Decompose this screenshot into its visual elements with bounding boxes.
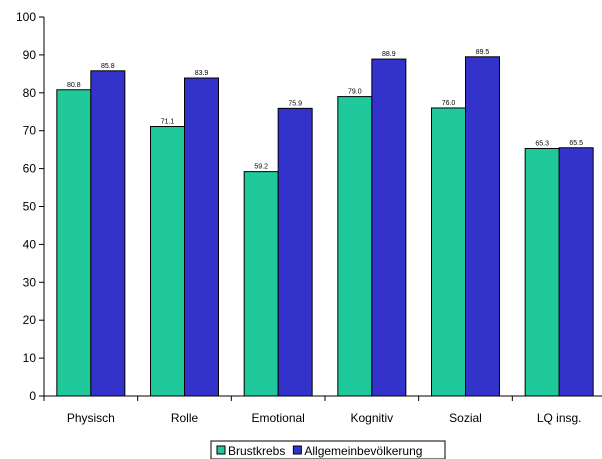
bar-brustkrebs-rolle [150,126,185,397]
x-tick-label: LQ insg. [537,411,582,425]
bar-brustkrebs-kognitiv [337,96,373,397]
y-tick-label: 100 [16,10,36,24]
bar-allgemeinbev-lkerung-kognitiv [371,58,407,397]
bar-allgemeinbev-lkerung-lq-insg- [558,147,594,397]
x-tick-label: Kognitiv [350,411,393,425]
legend: Brustkrebs Allgemeinbevölkerung [210,440,446,459]
bar-allgemeinbev-lkerung-emotional [277,107,313,397]
y-tick-label: 10 [23,351,37,365]
legend-swatch [216,445,226,455]
bar-allgemeinbev-lkerung-sozial [465,56,500,397]
data-label: 85.8 [101,63,115,70]
bar-brustkrebs-sozial [431,107,466,397]
legend-swatch [292,445,302,455]
bar-brustkrebs-physisch [56,89,92,397]
y-tick-label: 80 [23,86,37,100]
y-tick-label: 0 [29,389,36,403]
data-label: 88.9 [382,51,396,58]
data-label: 59.2 [254,164,268,171]
x-tick-label: Emotional [251,411,304,425]
y-tick-label: 30 [23,275,37,289]
data-label: 80.8 [67,82,81,89]
plot-background [44,17,602,396]
data-label: 89.5 [476,49,490,56]
legend-label: Brustkrebs [228,444,285,458]
legend-label: Allgemeinbevölkerung [304,444,422,458]
data-label: 83.9 [195,70,209,77]
bar-allgemeinbev-lkerung-rolle [184,77,219,397]
x-tick-label: Rolle [171,411,199,425]
plot-area: 80.8 85.8 71.1 83.9 59.2 75.9 79.0 88.9 76.0 89.5… [44,17,602,397]
y-tick-label: 50 [23,200,37,214]
bar-brustkrebs-lq-insg- [524,148,560,397]
x-tick-label: Sozial [449,411,482,425]
bar-allgemeinbev-lkerung-physisch [90,70,126,397]
data-label: 65.3 [535,141,549,148]
data-label: 75.9 [288,100,302,107]
y-tick-label: 70 [23,124,37,138]
y-tick-label: 60 [23,162,37,176]
y-tick-label: 20 [23,313,37,327]
axes: 0 10 20 30 40 50 60 70 80 90 100 Physisch Rolle Emoti… [16,10,602,425]
y-tick-label: 90 [23,48,37,62]
data-label: 79.0 [348,89,362,96]
bar-brustkrebs-emotional [243,171,279,397]
data-label: 71.1 [161,119,175,126]
legend-box [210,440,446,459]
data-label: 76.0 [442,100,456,107]
data-label: 65.5 [569,140,583,147]
x-tick-label: Physisch [67,411,115,425]
y-tick-label: 40 [23,237,37,251]
